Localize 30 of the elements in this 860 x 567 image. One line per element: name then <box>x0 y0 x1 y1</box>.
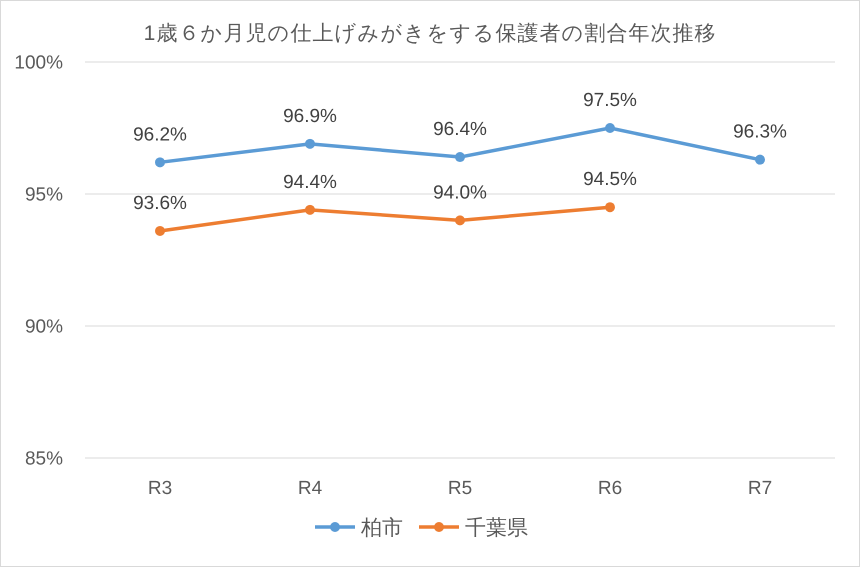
data-label: 94.0% <box>433 182 488 204</box>
x-tick-label: R3 <box>148 478 172 499</box>
data-label: 97.5% <box>583 90 638 111</box>
point <box>755 154 765 165</box>
point <box>155 157 165 168</box>
point <box>605 123 615 133</box>
x-tick-label: R5 <box>448 478 472 499</box>
data-label: 96.4% <box>433 119 488 140</box>
data-label: 96.9% <box>283 106 338 127</box>
point <box>455 152 465 162</box>
legend-label: 柏市 <box>360 516 403 540</box>
point <box>605 202 615 212</box>
point <box>455 215 465 226</box>
x-tick-label: R7 <box>748 478 772 499</box>
point <box>305 204 315 215</box>
x-tick-label: R6 <box>598 478 622 499</box>
point <box>305 138 315 149</box>
data-label: 94.5% <box>583 169 638 190</box>
y-tick-label: 95% <box>24 184 64 206</box>
data-label: 96.2% <box>133 124 188 146</box>
y-tick-label: 85% <box>24 448 64 470</box>
data-label: 94.4% <box>283 172 338 193</box>
data-label: 93.6% <box>133 192 188 214</box>
data-label: 96.3% <box>733 122 788 143</box>
chart-title: 1歳６か月児の仕上げみがきをする保護者の割合年次推移 <box>144 22 716 45</box>
y-tick-label: 100% <box>14 52 64 74</box>
point <box>155 226 165 236</box>
legend-label: 千葉県 <box>465 516 528 540</box>
x-tick-label: R4 <box>298 478 323 499</box>
y-tick-label: 90% <box>24 316 64 338</box>
